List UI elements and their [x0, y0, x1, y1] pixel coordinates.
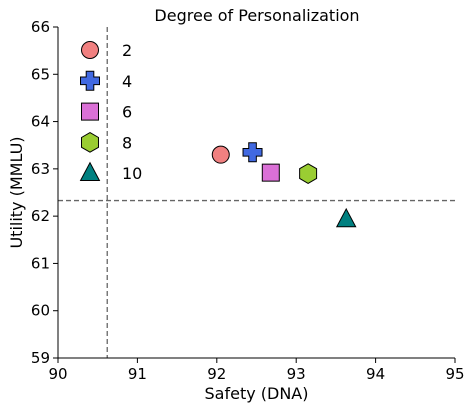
data-point-circle	[211, 145, 230, 164]
data-point-hexagon	[299, 163, 318, 184]
y-axis-label: Utility (MMLU)	[7, 136, 26, 248]
legend-title: Degree of Personalization	[154, 6, 359, 25]
y-tick-label: 64	[31, 113, 50, 131]
legend-marker-triangle	[79, 161, 101, 182]
x-tick-label: 94	[366, 365, 385, 383]
legend-item: 2	[81, 41, 132, 60]
legend-marker-plus	[80, 70, 100, 91]
x-tick-label: 91	[128, 365, 147, 383]
legend-label: 8	[122, 133, 132, 152]
y-tick-label: 62	[31, 207, 50, 225]
data-point-square	[261, 163, 280, 182]
data-point-triangle	[335, 207, 357, 228]
x-axis-label: Safety (DNA)	[205, 384, 309, 403]
y-tick-label: 66	[31, 18, 50, 36]
y-tick-label: 61	[31, 254, 50, 272]
data-points	[211, 142, 357, 228]
y-tick-label: 59	[31, 349, 50, 367]
x-tick-label: 93	[287, 365, 306, 383]
legend-marker-circle	[81, 41, 99, 59]
legend-item: 6	[81, 102, 132, 122]
legend-label: 2	[122, 41, 132, 60]
y-tick-label: 65	[31, 65, 50, 83]
legend-label: 4	[122, 72, 132, 91]
x-tick-label: 95	[445, 365, 464, 383]
legend-item: 10	[79, 161, 142, 183]
x-ticks: 90 91 92 93 94 95	[48, 358, 465, 383]
legend-label: 10	[122, 164, 142, 183]
axes	[57, 27, 455, 359]
y-tick-label: 63	[31, 160, 50, 178]
x-tick-label: 90	[48, 365, 67, 383]
legend-item: 8	[81, 132, 132, 153]
legend: Degree of Personalization 2 4 6 8 10	[79, 6, 360, 183]
data-point-plus	[242, 142, 263, 163]
legend-marker-hexagon	[81, 132, 99, 153]
legend-item: 4	[80, 70, 132, 91]
legend-marker-square	[81, 102, 99, 121]
legend-label: 6	[122, 103, 132, 122]
y-tick-label: 60	[31, 302, 50, 320]
y-ticks: 59 60 61 62 63 64 65 66	[31, 18, 58, 367]
reference-lines	[58, 27, 455, 358]
x-tick-label: 92	[207, 365, 226, 383]
